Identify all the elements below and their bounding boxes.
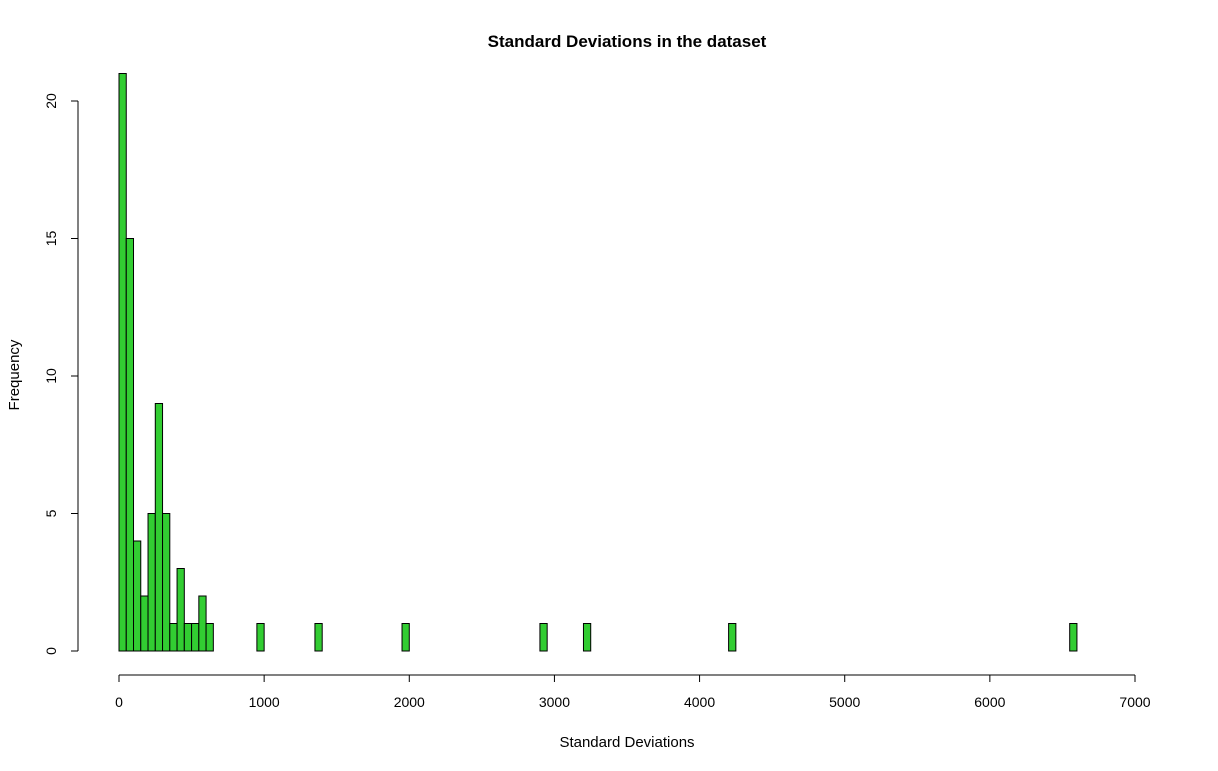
histogram-bar	[133, 540, 142, 652]
histogram-bar	[147, 513, 156, 652]
histogram-bar	[183, 623, 193, 652]
y-tick-label: 20	[43, 93, 59, 109]
y-axis-label: Frequency	[6, 339, 23, 410]
y-tick-label: 5	[43, 509, 59, 517]
histogram-bar	[191, 623, 200, 652]
histogram-bar	[169, 623, 178, 652]
x-tick-label: 4000	[684, 694, 715, 710]
histogram-bar	[401, 623, 410, 652]
chart-title: Standard Deviations in the dataset	[488, 32, 767, 51]
histogram-bar	[582, 623, 592, 652]
histogram-bar	[314, 623, 323, 652]
histogram-bar	[125, 238, 135, 652]
histogram-bar	[162, 513, 171, 652]
histogram-bar	[539, 623, 548, 652]
x-tick-label: 7000	[1119, 694, 1150, 710]
bars-group	[118, 73, 1078, 652]
x-axis-label: Standard Deviations	[559, 734, 694, 751]
histogram-bar	[198, 595, 207, 652]
x-tick-label: 0	[115, 694, 123, 710]
histogram-bar	[118, 73, 127, 652]
histogram-bar	[256, 623, 265, 652]
histogram-bar	[205, 623, 214, 652]
histogram-bar	[140, 595, 149, 652]
histogram-bar	[728, 623, 737, 652]
y-tick-label: 15	[43, 231, 59, 247]
histogram-bar	[176, 568, 185, 652]
x-tick-label: 5000	[829, 694, 860, 710]
x-tick-label: 1000	[249, 694, 280, 710]
y-tick-label: 0	[43, 647, 59, 655]
histogram-bar	[1069, 623, 1078, 652]
histogram-bar	[154, 403, 164, 652]
x-tick-label: 2000	[394, 694, 425, 710]
x-tick-label: 6000	[974, 694, 1005, 710]
x-tick-label: 3000	[539, 694, 570, 710]
x-axis: 0 1000 2000 3000 4000 5000 6000 7000	[115, 674, 1151, 710]
y-axis: 0 5 10 15 20	[43, 93, 79, 655]
y-tick-label: 10	[43, 368, 59, 384]
